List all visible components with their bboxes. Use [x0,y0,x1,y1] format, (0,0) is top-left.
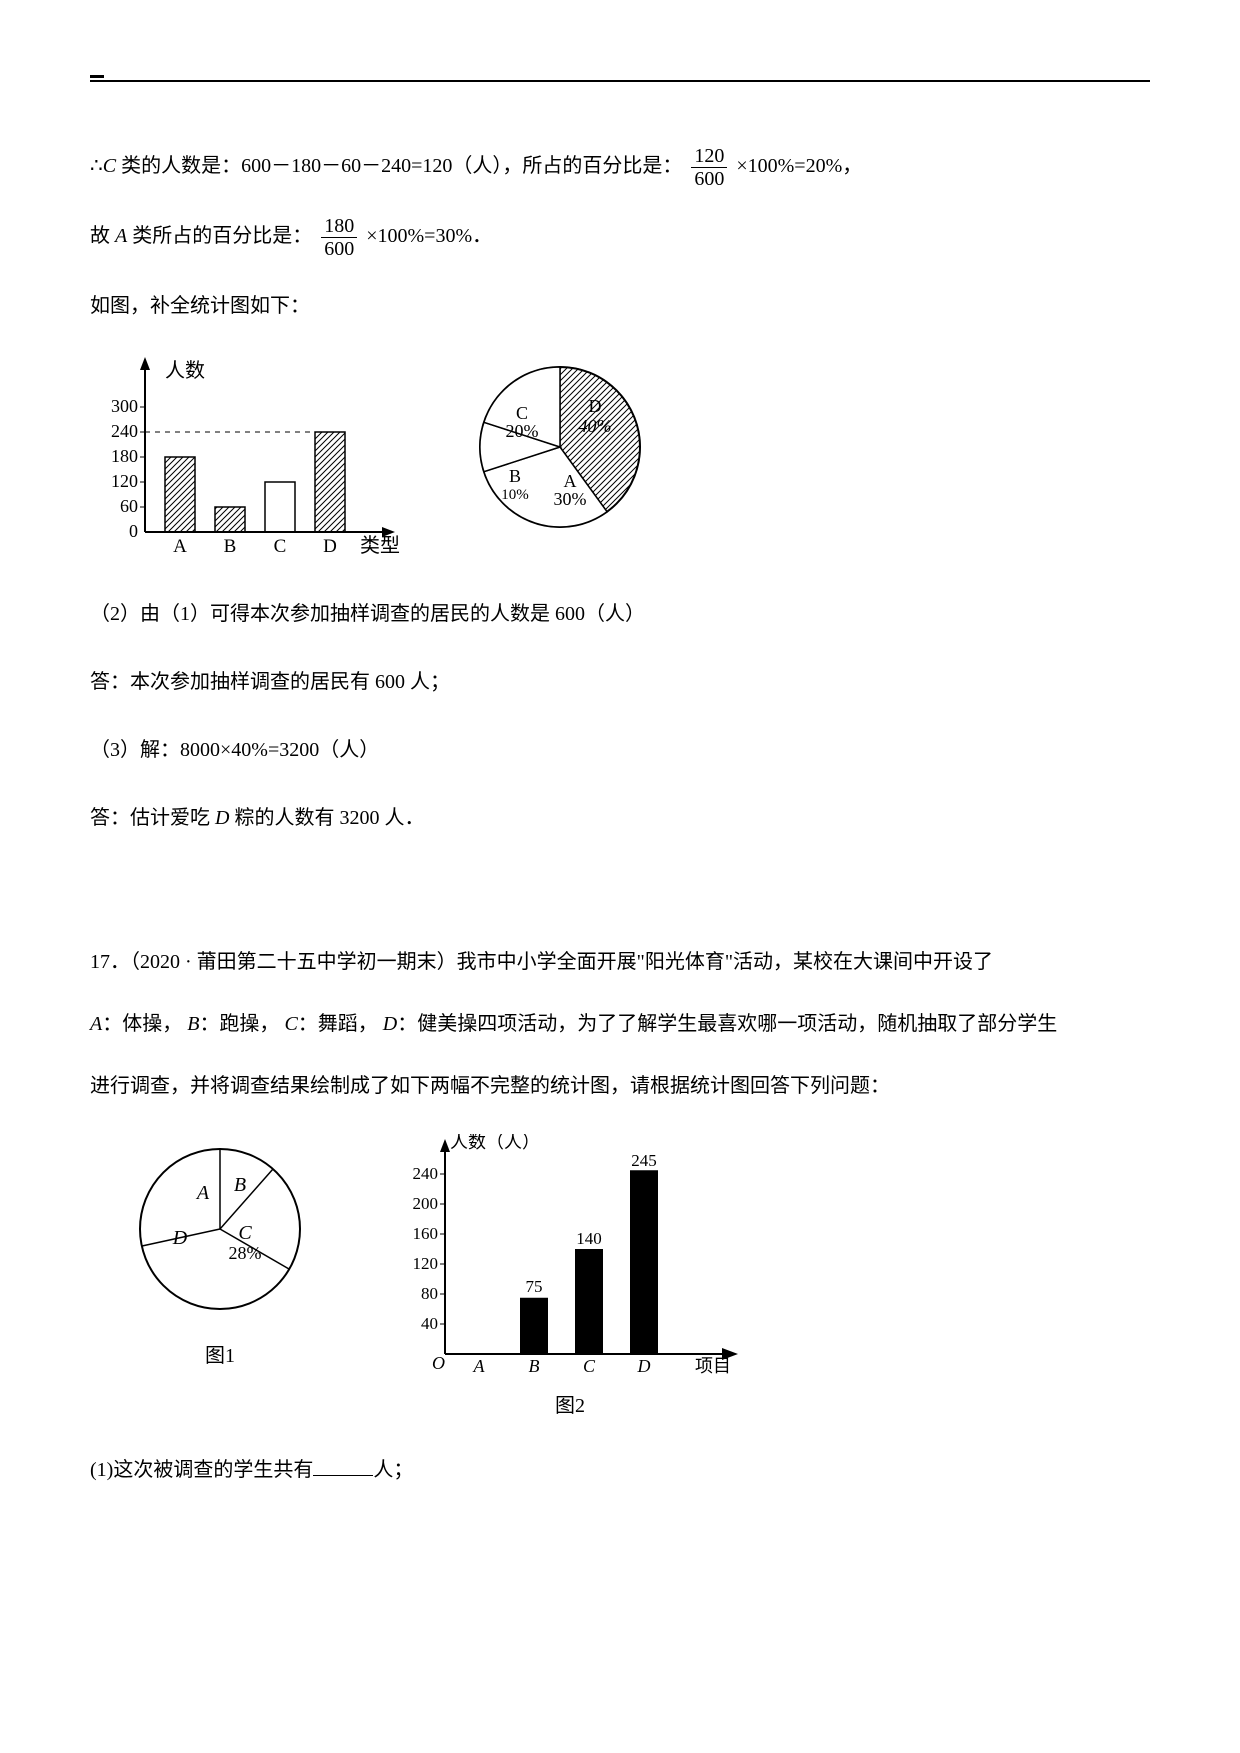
svg-text:B: B [509,466,521,486]
svg-text:0: 0 [129,521,138,541]
pie-chart-2-wrap: A B C D 28% 图1 [120,1134,320,1418]
bar-chart-2-wrap: 40 80 120 160 200 240 [390,1134,750,1418]
svg-text:C: C [516,403,528,423]
svg-text:A: A [173,536,187,557]
fraction-180-600: 180600 [321,215,357,260]
svg-text:240: 240 [111,421,138,441]
svg-text:180: 180 [111,446,138,466]
svg-text:140: 140 [576,1229,602,1248]
svg-text:D: D [323,536,337,557]
svg-text:C: C [274,536,287,557]
blank-input[interactable] [313,1459,373,1476]
solution-line-c: ∴C 类的人数是：600－180－60－240=120（人），所占的百分比是： … [90,144,1150,190]
svg-text:A: A [473,1356,486,1376]
charts-row-1: 0 60 120 180 240 300 A [90,352,1150,562]
svg-text:B: B [234,1174,246,1196]
fraction-120-600: 120600 [691,145,727,190]
svg-text:20%: 20% [506,421,539,441]
bar2-caption: 图2 [390,1389,750,1418]
answer-3b: 答：估计爱吃 D 粽的人数有 3200 人． [90,796,1150,840]
svg-text:80: 80 [421,1284,438,1303]
svg-text:75: 75 [526,1277,543,1296]
svg-text:项目: 项目 [695,1356,731,1376]
svg-text:C: C [583,1356,596,1376]
header-rule [90,80,1150,82]
pie-chart-2: A B C D 28% [120,1134,320,1334]
svg-text:200: 200 [413,1194,439,1213]
answer-3a: （3）解：8000×40%=3200（人） [90,728,1150,772]
solution-line-a: 故 A 类所占的百分比是： 180600 ×100%=30%． [90,214,1150,260]
charts-row-2: A B C D 28% 图1 40 80 [120,1134,1150,1418]
svg-text:160: 160 [413,1224,439,1243]
svg-text:人数: 人数 [165,359,205,382]
svg-text:120: 120 [111,471,138,491]
svg-text:40%: 40% [579,416,612,436]
q17-head: 17．（2020 · 莆田第二十五中学初一期末）我市中小学全面开展"阳光体育"活… [90,938,1150,986]
complete-charts-text: 如图，补全统计图如下： [90,284,1150,328]
svg-text:类型: 类型 [360,534,400,557]
svg-text:B: B [224,536,237,557]
svg-text:D: D [637,1356,651,1376]
svg-text:D: D [172,1227,188,1249]
bar-chart-2: 40 80 120 160 200 240 [390,1134,750,1384]
svg-text:30%: 30% [554,489,587,509]
svg-text:300: 300 [111,396,138,416]
q17-body2: 进行调查，并将调查结果绘制成了如下两幅不完整的统计图，请根据统计图回答下列问题： [90,1062,1150,1110]
svg-text:C: C [238,1222,252,1244]
svg-text:人数（人）: 人数（人） [450,1134,540,1152]
svg-text:10%: 10% [501,487,529,503]
bar-chart-1: 0 60 120 180 240 300 A [90,352,410,562]
answer-2b: 答：本次参加抽样调查的居民有 600 人； [90,660,1150,704]
svg-text:O: O [432,1353,445,1373]
q17-sub1: (1)这次被调查的学生共有人； [90,1448,1150,1492]
pie2-caption: 图1 [120,1339,320,1368]
svg-text:A: A [195,1182,210,1204]
svg-text:120: 120 [413,1254,439,1273]
svg-text:A: A [564,471,577,491]
answer-2a: （2）由（1）可得本次参加抽样调查的居民的人数是 600（人） [90,592,1150,636]
svg-text:240: 240 [413,1164,439,1183]
q17-body1: A：体操， B：跑操， C：舞蹈， D：健美操四项活动，为了了解学生最喜欢哪一项… [90,1000,1150,1048]
question-17: 17．（2020 · 莆田第二十五中学初一期末）我市中小学全面开展"阳光体育"活… [90,938,1150,1110]
pie-chart-1: D 40% A 30% B 10% C 20% [460,352,660,542]
svg-text:245: 245 [631,1151,657,1170]
svg-text:40: 40 [421,1314,438,1333]
svg-text:B: B [529,1356,540,1376]
svg-text:60: 60 [120,496,138,516]
svg-text:28%: 28% [229,1243,262,1263]
svg-text:D: D [589,396,602,416]
